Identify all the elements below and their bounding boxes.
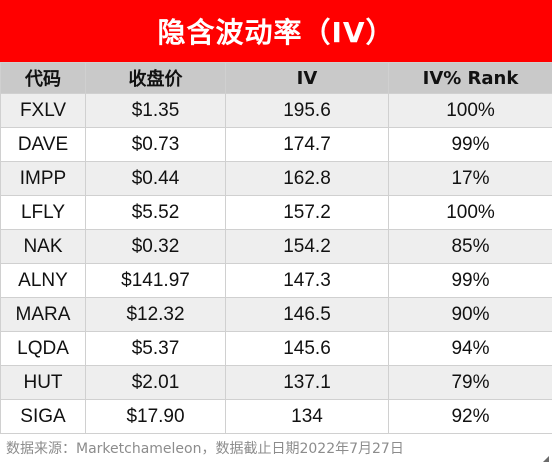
symbol-cell: HUT [0,365,86,400]
rank-cell: 85% [388,229,552,264]
rank-cell: 100% [388,93,552,128]
rank-cell: 100% [388,195,552,230]
header-symbol: 代码 [0,62,86,94]
table-row: SIGA $17.90 134 92% [0,399,552,434]
iv-cell: 195.6 [225,93,389,128]
header-iv-rank: IV% Rank [388,62,552,94]
iv-table: 代码 收盘价 IV IV% Rank FXLV $1.35 195.6 100%… [0,62,552,434]
iv-cell: 154.2 [225,229,389,264]
price-cell: $141.97 [85,263,226,298]
rank-cell: 94% [388,331,552,366]
price-cell: $5.52 [85,195,226,230]
symbol-cell: MARA [0,297,86,332]
iv-cell: 145.6 [225,331,389,366]
iv-cell: 174.7 [225,127,389,162]
symbol-cell: IMPP [0,161,86,196]
table-row: ALNY $141.97 147.3 99% [0,263,552,298]
table-row: NAK $0.32 154.2 85% [0,229,552,264]
price-cell: $2.01 [85,365,226,400]
symbol-cell: SIGA [0,399,86,434]
rank-cell: 99% [388,127,552,162]
table-title: 隐含波动率（IV） [0,0,552,62]
rank-cell: 90% [388,297,552,332]
iv-cell: 137.1 [225,365,389,400]
symbol-cell: LFLY [0,195,86,230]
table-row: HUT $2.01 137.1 79% [0,365,552,400]
iv-cell: 157.2 [225,195,389,230]
header-row: 代码 收盘价 IV IV% Rank [0,62,552,94]
price-cell: $5.37 [85,331,226,366]
table-row: IMPP $0.44 162.8 17% [0,161,552,196]
iv-cell: 134 [225,399,389,434]
symbol-cell: FXLV [0,93,86,128]
price-cell: $0.73 [85,127,226,162]
table-row: LQDA $5.37 145.6 94% [0,331,552,366]
header-iv: IV [225,62,389,94]
symbol-cell: NAK [0,229,86,264]
rank-cell: 92% [388,399,552,434]
table-row: LFLY $5.52 157.2 100% [0,195,552,230]
rank-cell: 99% [388,263,552,298]
iv-cell: 162.8 [225,161,389,196]
symbol-cell: LQDA [0,331,86,366]
price-cell: $12.32 [85,297,226,332]
header-close-price: 收盘价 [85,62,226,94]
iv-cell: 147.3 [225,263,389,298]
rank-cell: 79% [388,365,552,400]
price-cell: $0.32 [85,229,226,264]
price-cell: $0.44 [85,161,226,196]
table-row: MARA $12.32 146.5 90% [0,297,552,332]
price-cell: $1.35 [85,93,226,128]
resize-corner-icon [543,456,549,462]
table-row: DAVE $0.73 174.7 99% [0,127,552,162]
rank-cell: 17% [388,161,552,196]
symbol-cell: DAVE [0,127,86,162]
table-row: FXLV $1.35 195.6 100% [0,93,552,128]
iv-cell: 146.5 [225,297,389,332]
price-cell: $17.90 [85,399,226,434]
symbol-cell: ALNY [0,263,86,298]
source-footnote: 数据来源：Marketchameleon，数据截止日期2022年7月27日 [6,441,404,457]
